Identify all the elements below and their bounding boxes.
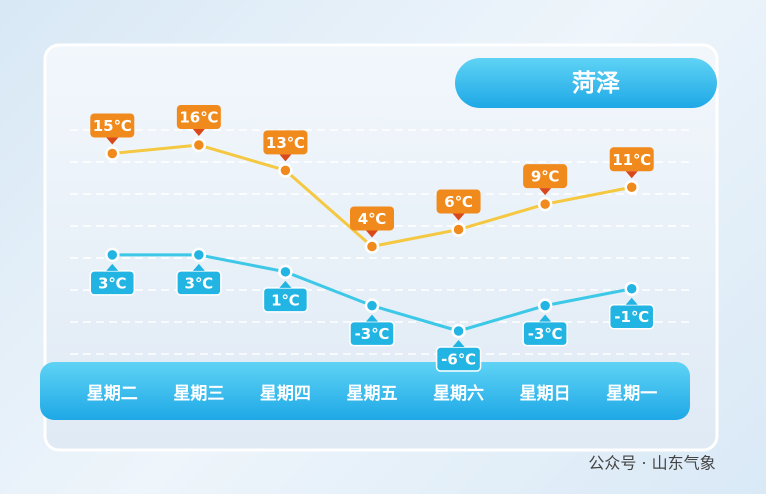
- label-pointer: [452, 340, 465, 347]
- value-label: 16℃: [176, 105, 221, 136]
- label-box: [263, 130, 308, 155]
- point: [364, 239, 380, 254]
- title-box: [455, 58, 717, 108]
- label-pointer: [366, 230, 378, 238]
- label-box: [350, 206, 394, 231]
- label-box: [176, 105, 221, 129]
- label-pointer: [192, 263, 205, 271]
- label-pointer: [106, 263, 119, 271]
- value-label: 1℃: [262, 280, 309, 313]
- data-label: 4℃: [358, 210, 387, 228]
- value-label: 6℃: [436, 189, 481, 221]
- value-label: -6℃: [435, 340, 482, 372]
- value-label: 15℃: [90, 113, 135, 145]
- value-label: 11℃: [609, 147, 654, 179]
- data-label: -1℃: [614, 308, 649, 326]
- point: [278, 163, 293, 178]
- x-tick-label: 星期日: [520, 384, 571, 404]
- data-label: 9℃: [531, 168, 560, 186]
- data-label: 15℃: [93, 117, 132, 135]
- x-tick-label: 星期五: [347, 384, 398, 404]
- label-pointer: [106, 137, 119, 145]
- value-label: 3℃: [176, 263, 222, 296]
- data-label: 13℃: [266, 134, 305, 152]
- label-box: [609, 147, 654, 172]
- point: [278, 264, 293, 280]
- watermark: 公众号 · 山东气象: [588, 454, 715, 473]
- label-pointer: [625, 297, 638, 305]
- label-pointer: [192, 129, 205, 136]
- data-label: 16℃: [179, 109, 218, 127]
- x-tick-label: 星期一: [606, 384, 657, 404]
- x-tick-label: 星期六: [433, 383, 484, 404]
- value-label: 9℃: [523, 164, 568, 196]
- data-label: -3℃: [355, 325, 390, 343]
- value-label: -1℃: [608, 297, 655, 330]
- point: [537, 196, 553, 212]
- point: [537, 298, 553, 313]
- label-pointer: [279, 280, 292, 288]
- point: [451, 222, 466, 237]
- x-tick-label: 星期四: [260, 384, 311, 404]
- label-pointer: [366, 314, 378, 322]
- x-tick-label: 星期三: [173, 384, 224, 404]
- value-label: 3℃: [89, 263, 136, 296]
- label-pointer: [539, 188, 552, 196]
- point: [624, 180, 639, 195]
- label-box: [90, 113, 135, 138]
- label-pointer: [539, 314, 552, 322]
- point: [624, 281, 639, 296]
- label-pointer: [625, 171, 638, 179]
- label-box: [523, 164, 568, 189]
- point: [191, 137, 207, 153]
- label-pointer: [279, 154, 292, 162]
- value-label: 4℃: [350, 206, 394, 238]
- data-label: 1℃: [271, 291, 300, 309]
- value-label: 13℃: [263, 130, 308, 162]
- point: [105, 146, 120, 161]
- day-bar: [40, 362, 690, 420]
- point: [191, 247, 207, 263]
- value-label: -3℃: [349, 314, 395, 347]
- point: [451, 323, 466, 339]
- label-box: [436, 189, 481, 214]
- point: [364, 298, 380, 313]
- value-label: -3℃: [522, 314, 568, 347]
- label-pointer: [452, 213, 465, 221]
- card: [43, 43, 719, 452]
- data-label: 3℃: [98, 274, 127, 292]
- chart-title: 菏泽: [572, 69, 620, 97]
- data-label: 11℃: [612, 151, 651, 169]
- point: [105, 247, 120, 263]
- data-label: -6℃: [441, 351, 476, 369]
- data-label: 6℃: [444, 193, 473, 211]
- data-label: -3℃: [528, 325, 563, 343]
- data-label: 3℃: [185, 274, 214, 292]
- x-tick-label: 星期二: [87, 384, 138, 404]
